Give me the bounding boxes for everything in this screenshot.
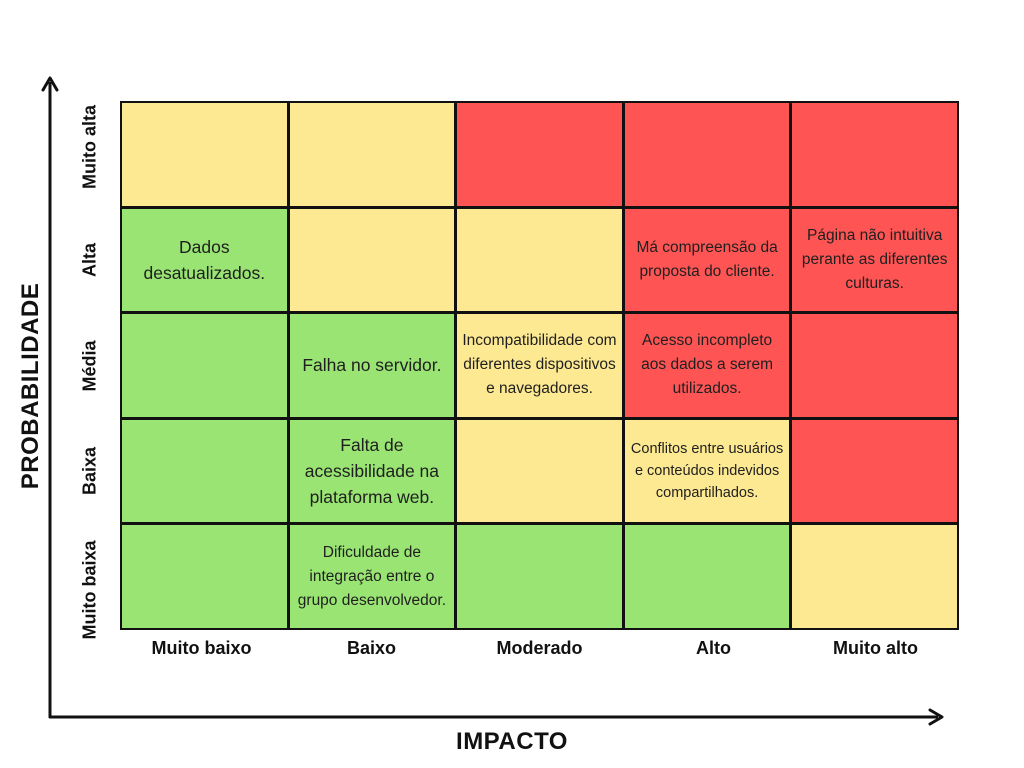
risk-cell bbox=[457, 208, 622, 312]
y-axis-arrowhead bbox=[41, 76, 59, 92]
risk-cell: Falta de acessibilidade na plataforma we… bbox=[289, 419, 455, 523]
y-level-media: Média bbox=[79, 340, 100, 392]
risk-cell bbox=[792, 103, 957, 206]
x-level-muito-alto: Muito alto bbox=[833, 638, 918, 658]
risk-cell: Página não intuitiva perante as diferent… bbox=[792, 208, 957, 312]
x-axis-title: IMPACTO bbox=[456, 728, 568, 755]
risk-cell bbox=[289, 103, 455, 206]
risk-cell bbox=[122, 314, 287, 417]
x-level-muito-baixo: Muito baixo bbox=[151, 638, 252, 658]
risk-cell bbox=[122, 419, 287, 523]
y-axis-title: PROBABILIDADE bbox=[17, 282, 44, 490]
risk-cell: Dados desatualizados. bbox=[122, 208, 287, 312]
risk-cell: Falha no servidor. bbox=[289, 314, 455, 417]
x-level-alto: Alto bbox=[696, 638, 731, 658]
x-level-baixo: Baixo bbox=[346, 638, 397, 658]
y-level-baixa: Baixa bbox=[79, 446, 100, 496]
risk-cell bbox=[289, 208, 455, 312]
risk-cell: Acesso incompleto aos dados a serem util… bbox=[624, 314, 790, 417]
risk-cell: Incompatibilidade com diferentes disposi… bbox=[457, 314, 622, 417]
y-level-muito-alta: Muito alta bbox=[79, 105, 100, 189]
risk-cell: Dificuldade de integração entre o grupo … bbox=[289, 525, 455, 628]
risk-cell: Conflitos entre usuários e conteúdos ind… bbox=[624, 419, 790, 523]
risk-cell bbox=[624, 525, 790, 628]
y-level-alta: Alta bbox=[79, 243, 100, 278]
x-level-moderado: Moderado bbox=[496, 638, 583, 658]
risk-cell bbox=[122, 103, 287, 206]
risk-cell bbox=[792, 314, 957, 417]
risk-cell bbox=[457, 103, 622, 206]
risk-cell: Má compreensão da proposta do cliente. bbox=[624, 208, 790, 312]
y-level-muito-baixa: Muito baixa bbox=[79, 540, 100, 640]
risk-cell bbox=[624, 103, 790, 206]
risk-cell bbox=[457, 525, 622, 628]
x-axis-arrowhead bbox=[928, 708, 944, 726]
risk-cell bbox=[792, 419, 957, 523]
risk-cell bbox=[122, 525, 287, 628]
risk-cell bbox=[792, 525, 957, 628]
risk-cell bbox=[457, 419, 622, 523]
risk-matrix: Dados desatualizados. Má compreensão da p… bbox=[120, 101, 959, 630]
